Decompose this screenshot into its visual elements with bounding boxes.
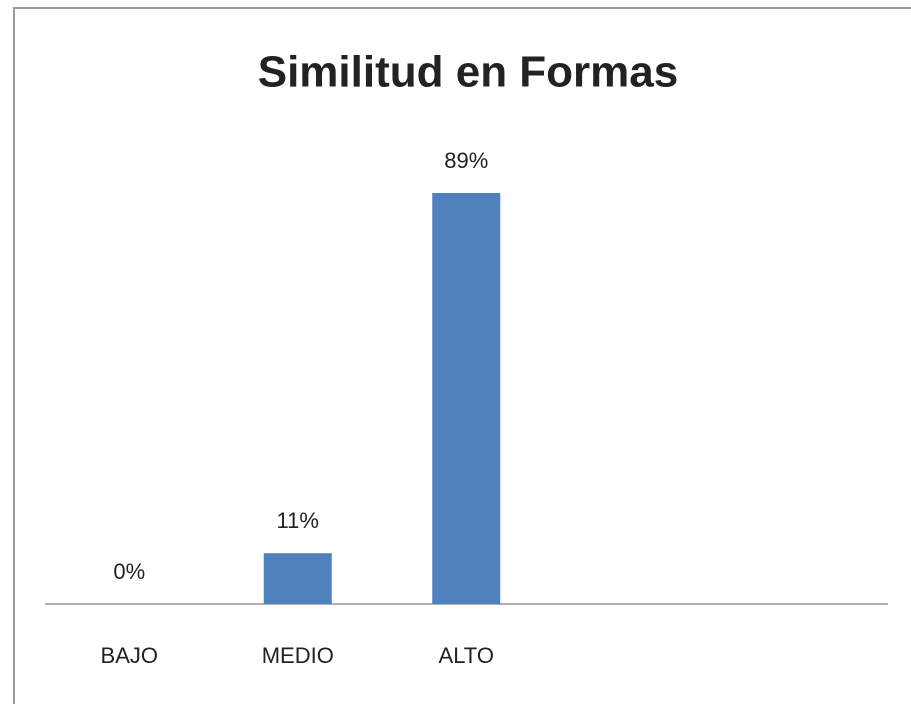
value-label: 0% (113, 559, 145, 584)
bar (432, 193, 501, 604)
value-label: 11% (277, 508, 319, 533)
x-tick-label: MEDIO (262, 643, 334, 668)
value-label: 89% (444, 148, 488, 173)
chart-title: Similitud en Formas (258, 48, 679, 97)
x-tick-label: ALTO (439, 643, 494, 668)
bar (263, 553, 332, 604)
x-tick-label: BAJO (101, 643, 158, 668)
